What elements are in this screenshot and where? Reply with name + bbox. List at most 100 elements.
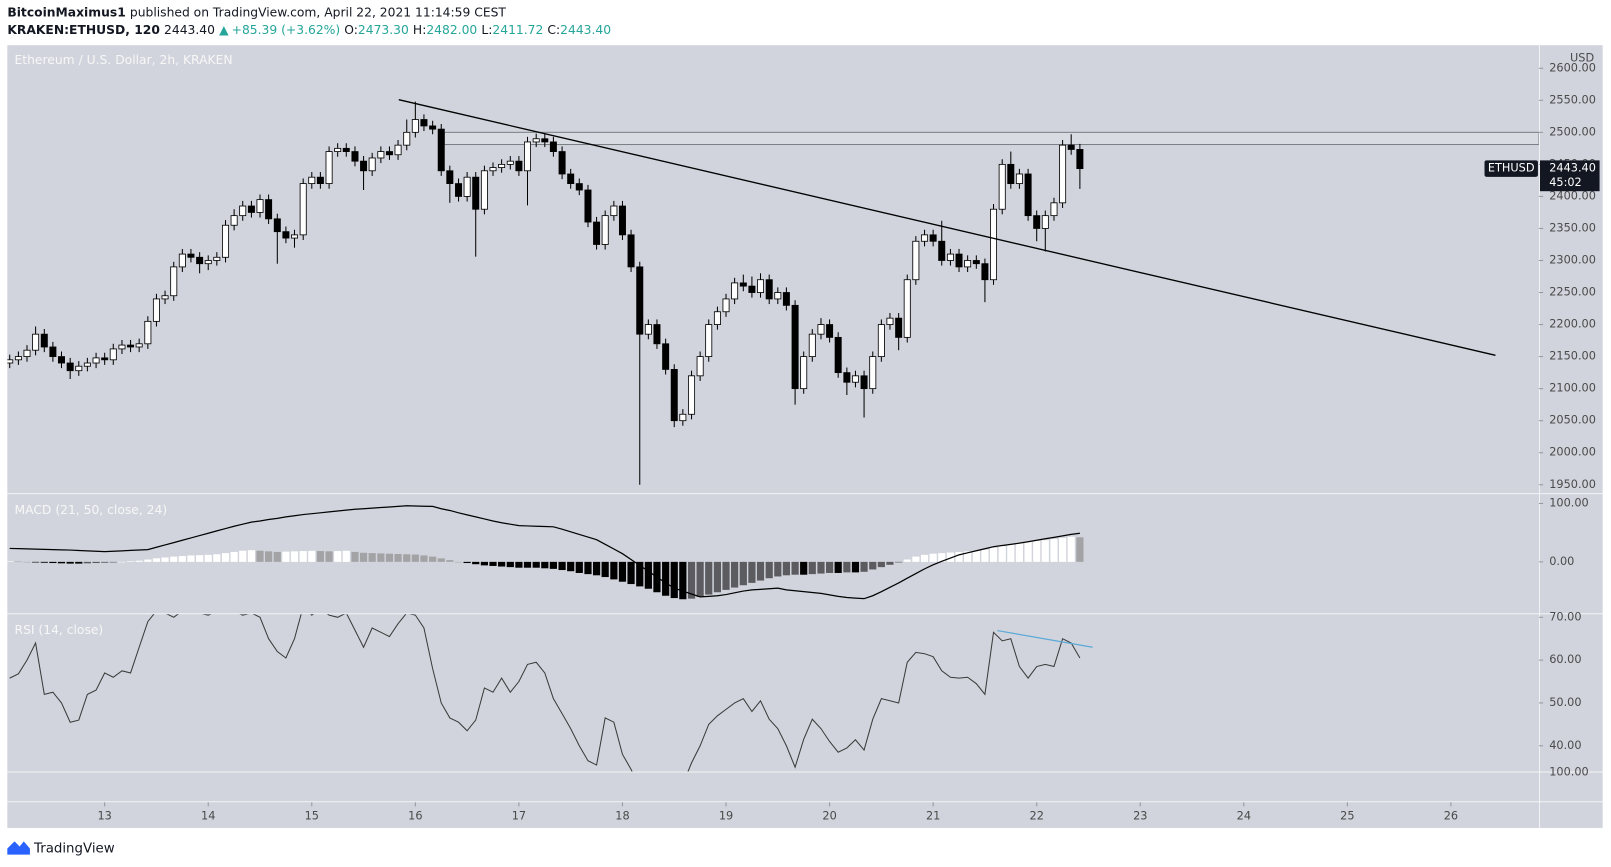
macd-histogram-bar	[1033, 540, 1041, 562]
y-tick-label: 100.00	[1549, 496, 1588, 509]
candle-body	[765, 279, 773, 300]
macd-histogram-bar	[316, 551, 324, 562]
macd-histogram-bar	[1015, 542, 1023, 562]
candle-body	[222, 224, 230, 258]
macd-histogram-bar	[1076, 537, 1084, 562]
rsi-trendline	[997, 629, 1093, 648]
candle-body	[644, 324, 652, 335]
macd-histogram-bar	[782, 561, 790, 576]
candle-body	[851, 375, 859, 383]
macd-histogram-bar	[610, 561, 618, 580]
y-tick-label: 0.00	[1549, 555, 1574, 568]
candle-body	[601, 215, 609, 245]
x-tick-label: 18	[615, 810, 629, 823]
macd-histogram-bar	[575, 561, 583, 573]
candle-body	[679, 413, 687, 422]
macd-histogram-bar	[731, 561, 739, 588]
candle-body	[739, 282, 747, 287]
candle-body	[1007, 163, 1015, 185]
change: +85.39 (+3.62%)	[232, 22, 341, 36]
macd-histogram-bar	[359, 552, 368, 562]
y-tick-label: 70.00	[1549, 610, 1581, 623]
pane-title: RSI (14, close)	[15, 623, 104, 637]
macd-histogram-bar	[7, 561, 14, 562]
macd-histogram-bar	[109, 561, 117, 563]
macd-histogram-bar	[454, 561, 463, 563]
macd-histogram-bar	[549, 561, 557, 569]
macd-histogram-bar	[1041, 540, 1049, 562]
macd-histogram-bar	[765, 561, 773, 579]
candle-body	[627, 234, 635, 268]
candle-body	[981, 263, 989, 281]
macd-histogram-bar	[420, 555, 428, 562]
candle-body	[567, 173, 575, 185]
macd-histogram-bar	[101, 561, 109, 563]
header-line: BitcoinMaximus1 published on TradingView.…	[7, 5, 506, 19]
macd-histogram-bar	[40, 561, 48, 563]
candle-body	[869, 356, 877, 390]
candle-body	[1015, 173, 1023, 185]
candle-body	[230, 215, 238, 226]
macd-histogram-bar	[877, 561, 885, 568]
chart-area	[7, 45, 1603, 828]
macd-histogram-bar	[290, 551, 299, 562]
macd-pane	[7, 505, 1084, 600]
candle-body	[1050, 202, 1058, 217]
macd-histogram-bar	[282, 551, 290, 562]
macd-histogram-bar	[32, 561, 40, 563]
y-tick-label: 2500.00	[1549, 125, 1596, 138]
macd-histogram-bar	[437, 558, 445, 562]
macd-histogram-bar	[196, 555, 204, 562]
x-tick-label: 13	[97, 810, 111, 823]
candle-body	[152, 298, 160, 322]
close-label: C:	[547, 22, 560, 36]
macd-histogram-bar	[480, 561, 489, 566]
candle-body	[455, 183, 463, 197]
candle-body	[101, 357, 109, 361]
candle-body	[291, 234, 298, 239]
candle-body	[239, 205, 247, 217]
macd-histogram-bar	[403, 554, 411, 562]
candle-body	[273, 218, 281, 233]
candle-body	[420, 119, 428, 127]
macd-histogram-bar	[446, 560, 454, 562]
macd-histogram-bar	[584, 561, 592, 575]
macd-histogram-bar	[920, 554, 929, 562]
candle-body	[549, 141, 557, 152]
symbol-badge	[1484, 160, 1538, 177]
candle-body	[955, 253, 963, 268]
macd-histogram-bar	[532, 561, 540, 568]
candle-body	[144, 320, 152, 345]
candle-body	[299, 183, 307, 236]
macd-histogram-bar	[791, 561, 799, 575]
macd-histogram-bar	[558, 561, 566, 571]
candle-body	[990, 208, 998, 281]
macd-histogram-bar	[273, 551, 281, 562]
macd-histogram-bar	[972, 550, 980, 562]
macd-histogram-bar	[636, 561, 644, 587]
candle-body	[1033, 215, 1041, 229]
candle-body	[895, 317, 903, 338]
candle-body	[532, 138, 540, 143]
candle-body	[1024, 173, 1032, 217]
candle-body	[7, 359, 14, 364]
macd-histogram-bar	[221, 553, 230, 562]
candle-body	[178, 253, 186, 268]
macd-histogram-bar	[75, 561, 83, 564]
macd-histogram-bar	[981, 549, 989, 562]
logo-mark	[7, 841, 30, 855]
macd-histogram-bar	[1067, 536, 1075, 562]
candle-body	[688, 375, 696, 415]
macd-histogram-bar	[929, 553, 937, 562]
candle-body	[670, 369, 678, 422]
candle-body	[66, 362, 74, 372]
macd-histogram-bar	[825, 561, 834, 573]
candle-body	[14, 356, 22, 361]
macd-histogram-bar	[627, 561, 635, 585]
candle-body	[938, 240, 946, 261]
candle-body	[32, 333, 40, 351]
macd-line	[9, 505, 1080, 600]
macd-histogram-bar	[1058, 537, 1067, 562]
candle-body	[480, 170, 488, 210]
macd-histogram-bar	[644, 561, 652, 589]
